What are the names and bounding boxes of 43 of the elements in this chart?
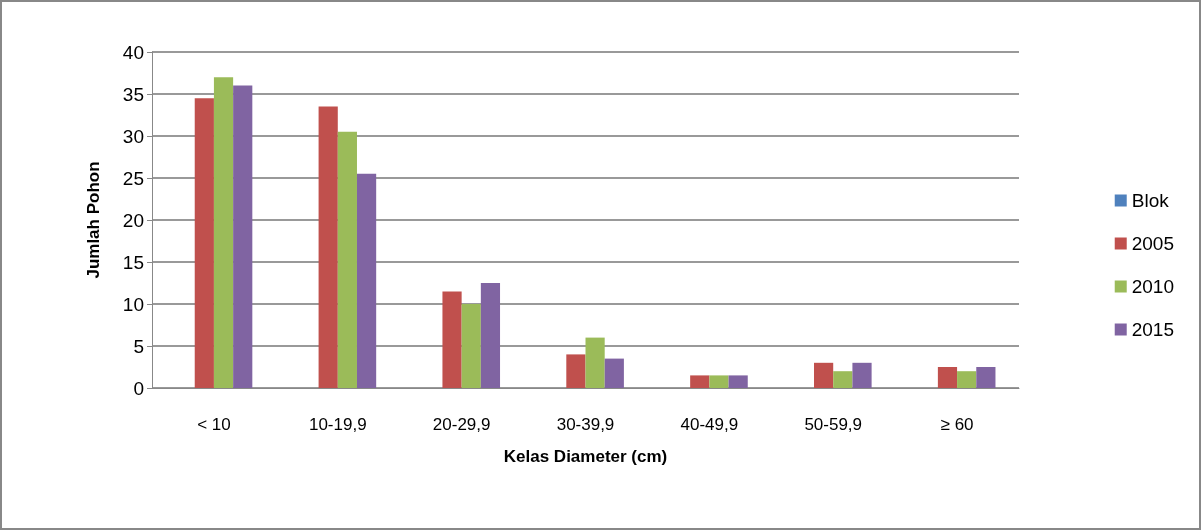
x-axis-title: Kelas Diameter (cm) — [503, 447, 668, 466]
x-tick-label: 20-29,9 — [432, 415, 491, 434]
bar — [356, 173, 377, 388]
y-tick-label: 0 — [133, 377, 144, 399]
legend-label: 2005 — [1131, 233, 1175, 254]
bar — [442, 291, 462, 388]
bar — [318, 106, 338, 388]
bar — [957, 371, 977, 388]
bar — [213, 77, 234, 388]
bar — [566, 354, 586, 388]
y-tick-label: 35 — [122, 83, 144, 105]
legend-label: 2015 — [1131, 319, 1175, 340]
legend-label: Blok — [1131, 190, 1170, 211]
x-tick-label: 50-59,9 — [804, 415, 863, 434]
bar — [937, 367, 958, 388]
x-tick-label: 40-49,9 — [680, 415, 739, 434]
y-tick-label: 10 — [122, 293, 144, 315]
x-tick-label: 10-19,9 — [308, 415, 367, 434]
y-tick-label: 20 — [122, 209, 144, 231]
bar — [814, 362, 834, 388]
bar — [194, 98, 214, 388]
legend-label: 2010 — [1131, 276, 1175, 297]
y-tick-label: 30 — [122, 125, 144, 147]
y-tick-label: 25 — [122, 167, 144, 189]
y-tick-label: 15 — [122, 251, 144, 273]
x-tick-label: ≥ 60 — [940, 415, 974, 434]
bar — [728, 375, 748, 388]
bar — [833, 371, 853, 388]
x-tick-label: 30-39,9 — [556, 415, 615, 434]
bar — [461, 304, 481, 388]
y-tick-label: 5 — [133, 335, 144, 357]
bar — [852, 362, 872, 388]
y-axis-title: Jumlah Pohon — [84, 161, 103, 279]
bar — [585, 337, 605, 388]
x-tick-label: < 10 — [197, 415, 231, 434]
bar — [480, 283, 501, 388]
bar — [337, 131, 357, 388]
bar — [709, 375, 729, 388]
y-tick-label: 40 — [122, 41, 144, 63]
bar — [690, 375, 710, 388]
bar — [233, 85, 253, 388]
bar — [604, 358, 624, 388]
bar — [976, 367, 996, 388]
